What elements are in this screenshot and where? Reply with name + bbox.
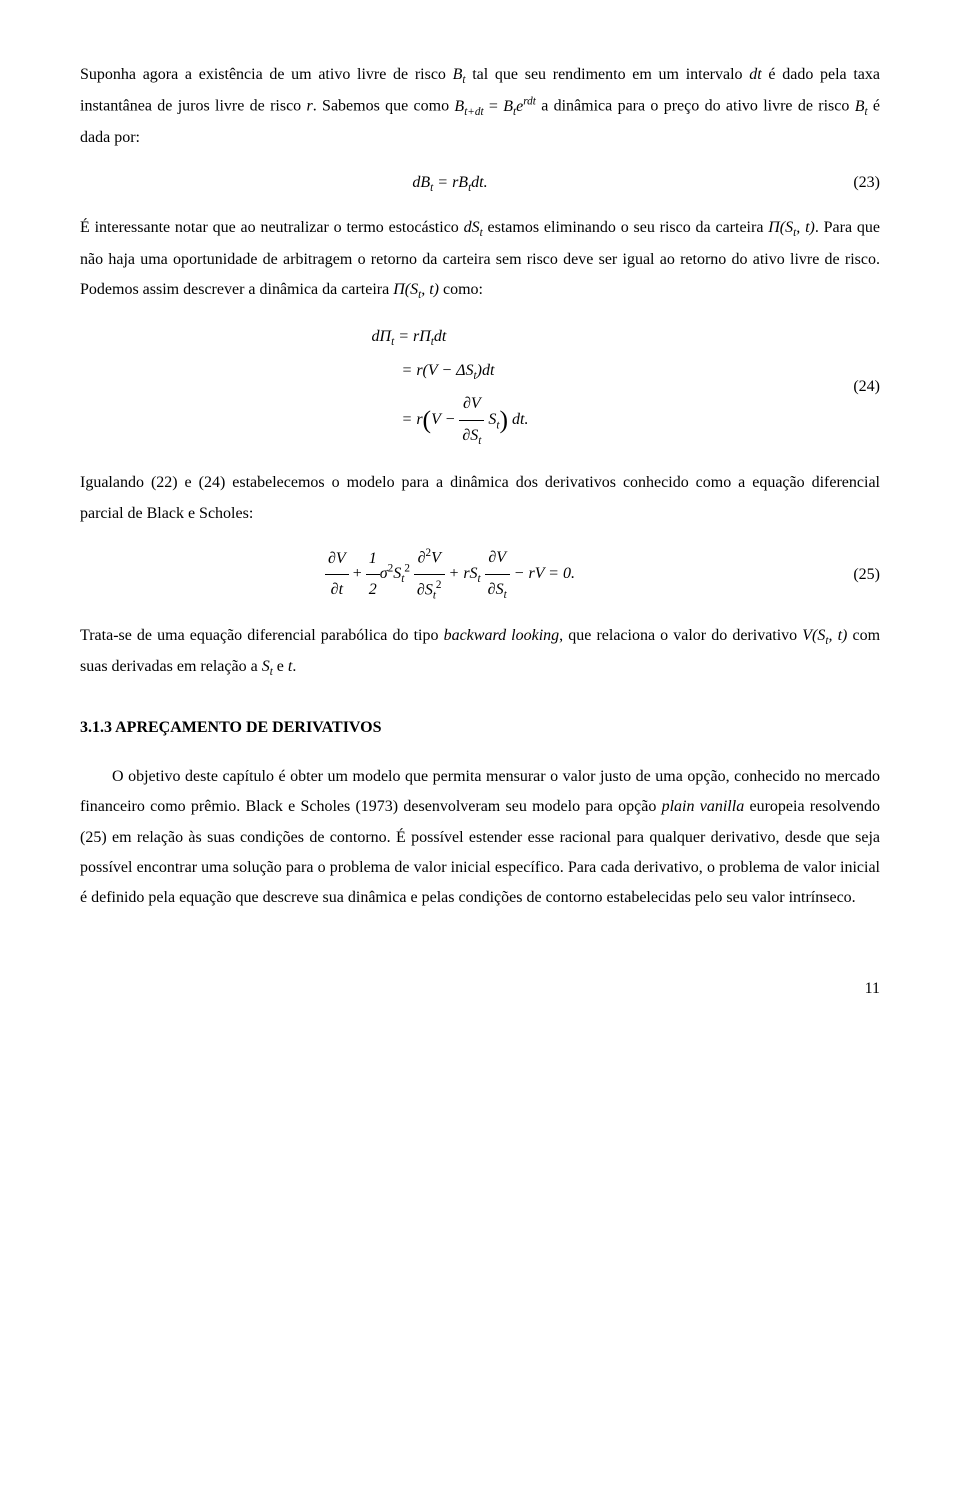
text: e [273, 658, 288, 675]
italic-term: plain vanilla [662, 798, 745, 815]
text: estamos eliminando o seu risco da cartei… [483, 219, 769, 236]
math-Btdt: Bt+dt = Bterdt [454, 98, 535, 115]
text: Trata-se de uma equação diferencial para… [80, 627, 444, 644]
math-V: V(St, t) [802, 627, 847, 644]
paragraph-neutralize: É interessante notar que ao neutralizar … [80, 213, 880, 306]
math-Pi1: Π(St, t) [768, 219, 815, 236]
math-dt: dt [749, 66, 761, 83]
text: , que relaciona o valor do derivativo [559, 627, 802, 644]
italic-term: backward looking [444, 627, 560, 644]
text: Suponha agora a existência de um ativo l… [80, 66, 453, 83]
equation-number: (23) [820, 168, 880, 198]
equation-24: dΠt = rΠtdt = r(V − ΔSt)dt = r(V − ∂V∂St… [80, 320, 880, 454]
section-heading: 3.1.3 APREÇAMENTO DE DERIVATIVOS [80, 713, 880, 743]
math-Bt2: Bt [855, 98, 868, 115]
page-number: 11 [80, 974, 880, 1004]
equation-number: (25) [820, 560, 880, 590]
text: . [292, 658, 296, 675]
math-dSt: dSt [464, 219, 483, 236]
text: . Sabemos que como [313, 98, 455, 115]
equation-25: ∂V∂t + 12σ2St2 ∂2V∂St2 + rSt ∂V∂St − rV … [80, 543, 880, 607]
math-St: St [262, 658, 273, 675]
math-B: Bt [453, 66, 466, 83]
text: É interessante notar que ao neutralizar … [80, 219, 464, 236]
text: como: [439, 281, 483, 298]
text: tal que seu rendimento em um intervalo [466, 66, 750, 83]
equation-number: (24) [820, 372, 880, 402]
equation-23: dBt = rBtdt. (23) [80, 168, 880, 199]
paragraph-intro: Suponha agora a existência de um ativo l… [80, 60, 880, 154]
text: a dinâmica para o preço do ativo livre d… [536, 98, 855, 115]
paragraph-equalize: Igualando (22) e (24) estabelecemos o mo… [80, 468, 880, 529]
paragraph-objective: O objetivo deste capítulo é obter um mod… [80, 762, 880, 914]
math-Pi2: Π(St, t) [393, 281, 439, 298]
paragraph-backward: Trata-se de uma equação diferencial para… [80, 621, 880, 684]
